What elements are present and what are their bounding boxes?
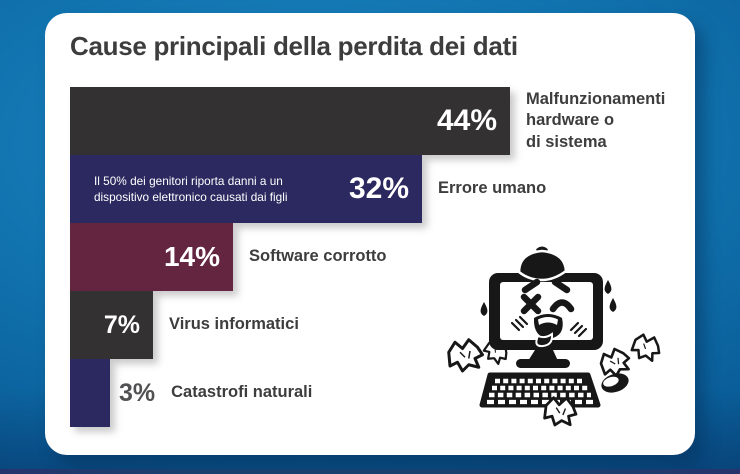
- ice-pack-icon: [517, 244, 568, 282]
- bar-viruses: 7%: [70, 291, 153, 359]
- bar-row-hardware: 44% Malfunzionamenti hardware o di siste…: [70, 87, 665, 155]
- bar-corrupt-software: 14%: [70, 223, 233, 291]
- bar-row-viruses: 7% Virus informatici: [70, 291, 665, 359]
- bar-corrupt-software-value: 14%: [163, 241, 220, 272]
- bar-natural-disasters: [70, 359, 110, 427]
- bar-hardware: 44%: [70, 87, 510, 155]
- bar-viruses-label: Virus informatici: [169, 315, 299, 334]
- bar-human-error-annotation: Il 50% dei genitori riporta danni a un d…: [94, 173, 288, 204]
- chart-title: Cause principali della perdita dei dati: [70, 31, 518, 61]
- bar-viruses-value: 7%: [103, 310, 140, 339]
- bar-chart: 44% Malfunzionamenti hardware o di siste…: [70, 87, 665, 427]
- bar-human-error-label: Errore umano: [438, 179, 547, 198]
- bar-row-human-error: Il 50% dei genitori riporta danni a un d…: [70, 155, 665, 223]
- tissue-icon: [599, 347, 631, 378]
- sick-face-icon: [510, 278, 588, 348]
- background-bottom-strip: [0, 469, 740, 474]
- bar-human-error-value: 32%: [348, 172, 409, 205]
- bar-hardware-value: 44%: [436, 104, 497, 137]
- bar-row-corrupt-software: 14% Software corrotto: [70, 223, 665, 291]
- sick-computer-icon: [447, 244, 661, 427]
- bar-hardware-label: Malfunzionamenti hardware o di sistema: [526, 90, 666, 151]
- wince-eye-icon: [549, 299, 575, 313]
- mouse-icon: [601, 373, 629, 393]
- bar-human-error: Il 50% dei genitori riporta danni a un d…: [70, 155, 422, 223]
- tissue-icon: [630, 333, 661, 363]
- tissue-icon: [447, 338, 484, 373]
- bar-row-natural-disasters: 3% Catastrofi naturali: [70, 359, 665, 427]
- bar-corrupt-software-label: Software corrotto: [249, 247, 387, 266]
- infographic-card: Cause principali della perdita dei dati …: [45, 13, 695, 455]
- bar-natural-disasters-value: 3%: [119, 378, 156, 407]
- bar-natural-disasters-label: Catastrofi naturali: [171, 383, 313, 402]
- sweat-drop-icon: [480, 280, 617, 316]
- tongue-icon: [535, 332, 554, 348]
- x-eye-icon: [520, 293, 542, 315]
- tissue-icon: [543, 396, 578, 427]
- keyboard-icon: [479, 372, 601, 408]
